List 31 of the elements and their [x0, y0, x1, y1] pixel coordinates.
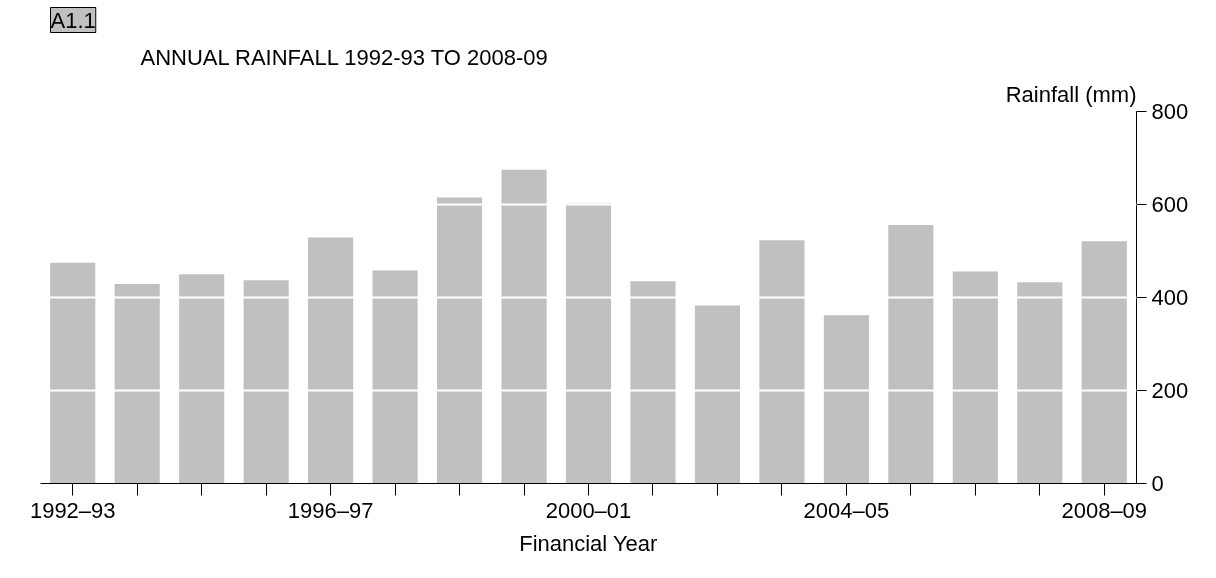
x-tick-label: 1996–97	[287, 497, 374, 523]
bar	[888, 224, 934, 484]
bar	[114, 284, 160, 484]
bar	[694, 305, 741, 484]
x-tick-label: 2000–01	[545, 497, 632, 523]
x-tick-label: 2004–05	[803, 497, 890, 523]
bar	[436, 197, 483, 484]
y-axis-title: Rainfall (mm)	[1005, 81, 1137, 107]
bar	[308, 237, 354, 484]
bar	[50, 262, 96, 484]
text: A1.1	[50, 7, 96, 33]
bar	[1017, 282, 1063, 484]
y-tick-label: 800	[1151, 99, 1189, 124]
x-axis-title: Financial Year	[519, 530, 658, 556]
y-tick-label: 200	[1151, 378, 1189, 403]
bar	[1081, 241, 1127, 484]
bar	[630, 281, 676, 484]
y-tick-label: 0	[1151, 471, 1164, 496]
x-tick-label: 1992–93	[29, 497, 116, 523]
x-tick-label: 2008–09	[1061, 497, 1148, 523]
bar	[759, 240, 805, 484]
bar	[179, 274, 225, 484]
bar	[243, 280, 289, 484]
bar	[952, 271, 998, 484]
y-tick-label: 600	[1151, 192, 1189, 217]
bar	[372, 270, 418, 484]
chart-title: ANNUAL RAINFALL 1992-93 TO 2008-09	[140, 44, 548, 70]
bar	[501, 169, 547, 484]
bar	[565, 203, 612, 484]
bar	[823, 315, 869, 484]
y-tick-label: 400	[1151, 285, 1189, 310]
